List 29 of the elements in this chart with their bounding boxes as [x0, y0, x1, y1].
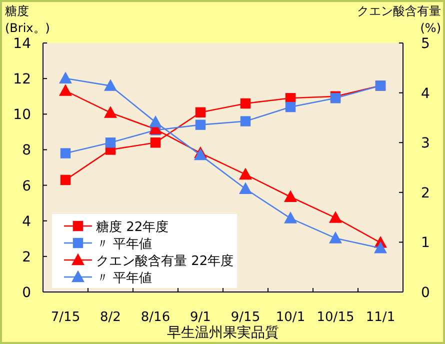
y-tick-label: 8 — [22, 142, 31, 159]
y2-axis-title: クエン酸含有量 (%) — [357, 4, 441, 35]
x-tick-label: 8/16 — [140, 310, 170, 325]
y2-tick-label: 0 — [421, 285, 430, 301]
y-tick-label: 0 — [22, 285, 31, 301]
legend-label: 〃 平年値 — [96, 237, 152, 252]
x-tick-label: 11/1 — [366, 310, 396, 325]
y-tick-label: 2 — [22, 249, 31, 266]
y2-tick-label: 3 — [421, 136, 430, 152]
y2-tick-label: 5 — [421, 36, 430, 52]
y2-tick-label: 4 — [421, 86, 430, 102]
legend-label: 〃 平年値 — [96, 271, 152, 286]
x-tick-label: 7/15 — [50, 310, 80, 325]
x-tick-label: 9/1 — [190, 310, 211, 325]
x-tick-label: 10/15 — [316, 310, 354, 325]
y-tick-label: 6 — [22, 178, 32, 194]
y-tick-label: 14 — [13, 36, 32, 52]
x-tick-label: 8/2 — [100, 310, 121, 325]
legend-label: 糖度 22年度 — [96, 219, 169, 235]
x-tick-label: 9/15 — [230, 310, 260, 325]
y-tick-label: 10 — [13, 107, 31, 124]
y-axis-title: 糖度 (Brix。) — [5, 4, 50, 35]
x-axis-title: 早生温州果実品質 — [167, 325, 279, 341]
legend-label: クエン酸含有量 22年度 — [96, 253, 234, 269]
y-tick-label: 12 — [13, 72, 31, 88]
y2-tick-label: 2 — [421, 185, 430, 202]
x-tick-label: 10/1 — [276, 310, 306, 325]
y-tick-label: 4 — [22, 214, 32, 230]
y2-tick-label: 1 — [421, 235, 430, 252]
